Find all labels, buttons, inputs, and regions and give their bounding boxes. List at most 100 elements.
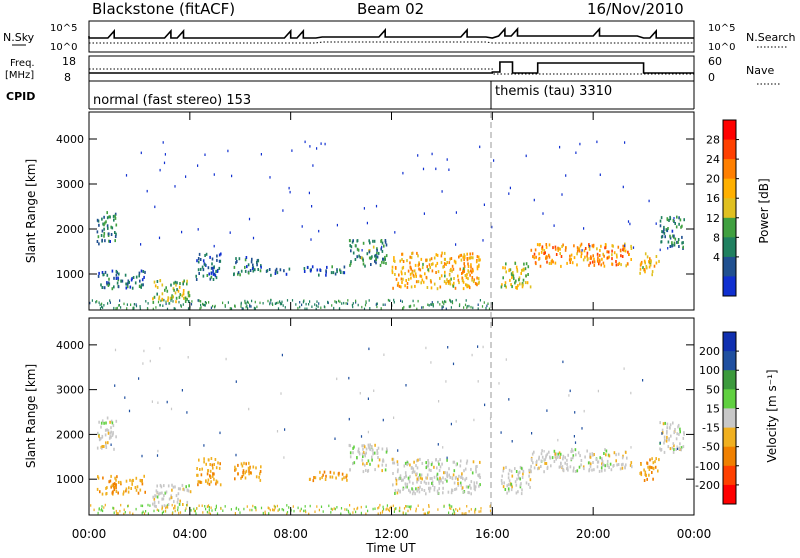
velocity-echo-cell (525, 481, 528, 485)
power-scatter-cell (327, 301, 329, 305)
velocity-echo-cell (446, 475, 449, 479)
power-scatter-cell (450, 306, 452, 309)
power-scatter-cell (163, 298, 165, 302)
power-echo-cell (237, 272, 239, 276)
velocity-echo-cell (622, 462, 624, 466)
power-echo-cell (681, 235, 683, 239)
velocity-echo-cell (384, 468, 387, 472)
power-scatter-cell (270, 298, 272, 302)
velocity-echo-cell (442, 481, 444, 485)
power-echo-cell (435, 253, 438, 257)
velocity-isolated-cell (336, 377, 338, 381)
power-echo-cell (513, 277, 515, 281)
power-echo-region (530, 242, 633, 268)
power-echo-cell (593, 263, 596, 267)
velocity-scatter-cell (360, 505, 362, 509)
power-scatter-cell (432, 303, 434, 306)
velocity-echo-cell (114, 485, 116, 489)
power-echo-cell (270, 273, 272, 277)
power-echo-cell (504, 266, 506, 270)
velocity-echo-region (639, 457, 660, 482)
velocity-scatter-cell (93, 508, 95, 512)
velocity-echo-cell (451, 477, 454, 481)
power-echo-cell (644, 270, 646, 274)
power-echo-cell (604, 246, 606, 250)
power-echo-cell (522, 278, 525, 282)
velocity-echo-cell (215, 479, 218, 483)
power-echo-cell (617, 245, 620, 249)
power-echo-cell (117, 278, 120, 282)
power-scatter-cell (259, 301, 261, 305)
power-scatter-cell (479, 299, 481, 302)
power-scatter-cell (224, 305, 226, 308)
beam-label: Beam 02 (357, 0, 424, 18)
power-echo-cell (396, 283, 399, 287)
power-echo-cell (131, 286, 134, 290)
velocity-echo-cell (100, 425, 102, 429)
velocity-echo-cell (620, 463, 623, 467)
power-echo-cell (113, 276, 115, 280)
velocity-scatter-cell (215, 506, 217, 509)
power-isolated-cell (422, 167, 425, 171)
power-echo-cell (143, 275, 145, 279)
velocity-echo-cell (248, 461, 250, 465)
power-echo-cell (515, 279, 517, 283)
power-echo-cell (158, 297, 160, 301)
velocity-scatter-cell (379, 511, 382, 515)
velocity-isolated-cell (498, 382, 500, 385)
power-scatter-cell (450, 300, 452, 304)
power-scatter-cell (376, 305, 378, 309)
velocity-echo-cell (198, 458, 200, 462)
power-scatter-cell (182, 303, 184, 306)
power-scatter-cell (178, 300, 180, 304)
velocity-echo-cell (244, 471, 246, 475)
velocity-echo-cell (97, 431, 99, 435)
velocity-scatter-cell (468, 510, 470, 513)
velocity-echo-cell (209, 463, 211, 466)
power-echo-cell (516, 269, 519, 273)
velocity-echo-cell (567, 453, 569, 457)
velocity-scatter-cell (409, 505, 411, 509)
noise-sky-trace (88, 26, 694, 39)
velocity-echo-cell (668, 438, 670, 442)
power-echo-cell (474, 282, 477, 285)
velocity-echo-cell (386, 447, 388, 451)
velocity-scatter-cell (267, 506, 269, 509)
velocity-echo-cell (669, 426, 671, 430)
velocity-echo-cell (470, 492, 472, 496)
velocity-echo-cell (572, 449, 574, 453)
power-echo-cell (441, 251, 443, 255)
power-echo-cell (470, 265, 472, 269)
power-echo-cell (589, 261, 592, 265)
power-scatter-cell (347, 299, 349, 302)
x-tick-label: 00:00 (72, 527, 107, 541)
power-echo-cell (440, 274, 443, 278)
velocity-echo-cell (115, 486, 117, 490)
velocity-echo-cell (197, 480, 200, 484)
power-echo-cell (104, 221, 106, 225)
velocity-echo-cell (419, 485, 421, 489)
power-echo-cell (159, 279, 161, 282)
power-echo-cell (520, 272, 522, 275)
power-echo-cell (443, 251, 446, 255)
velocity-scatter-cell (268, 507, 270, 510)
velocity-isolated-cell (676, 445, 678, 448)
power-scatter-cell (256, 305, 258, 309)
velocity-echo-cell (352, 446, 354, 450)
velocity-scatter-cell (185, 507, 187, 510)
velocity-echo-cell (508, 468, 511, 472)
velocity-isolated-cell (114, 384, 116, 387)
velocity-isolated-cell (348, 376, 350, 380)
power-echo-cell (412, 273, 415, 277)
power-echo-cell (522, 283, 524, 287)
power-scatter-cell (254, 307, 256, 311)
power-scatter-cell (295, 303, 297, 306)
velocity-echo-cell (319, 470, 321, 474)
power-echo-cell (417, 280, 420, 284)
velocity-isolated-cell (630, 446, 632, 449)
velocity-scatter-cell (344, 508, 346, 511)
power-isolated-cell (394, 231, 396, 234)
velocity-echo-cell (453, 481, 456, 485)
velocity-echo-cell (365, 451, 367, 455)
velocity-echo-cell (406, 463, 408, 467)
